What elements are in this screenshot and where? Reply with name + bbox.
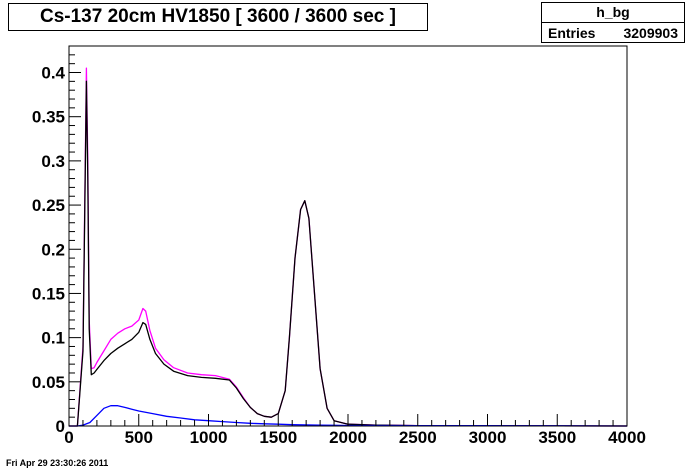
- plot-title-box: Cs-137 20cm HV1850 [ 3600 / 3600 sec ]: [8, 3, 428, 31]
- y-tick-label: 0.15: [32, 284, 65, 303]
- stats-entries-label: Entries: [548, 25, 596, 41]
- x-tick-label: 0: [64, 428, 73, 447]
- x-tick-label: 500: [125, 428, 153, 447]
- stats-box: h_bg Entries 3209903: [541, 2, 685, 43]
- x-tick-label: 2500: [399, 428, 437, 447]
- y-tick-label: 0: [56, 417, 65, 436]
- x-tick-label: 1000: [190, 428, 228, 447]
- y-tick-label: 0.35: [32, 108, 65, 127]
- series-layer: [69, 67, 628, 427]
- x-tick-label: 3000: [469, 428, 507, 447]
- plot-frame: [68, 45, 628, 427]
- x-tick-label: 4000: [608, 428, 646, 447]
- series-line-1: [69, 80, 628, 427]
- axis-layer: 0 500 1000 1500 2000 2500 3000 3500 4000 0 0.05 0.1…: [32, 54, 646, 447]
- plot-title: Cs-137 20cm HV1850 [ 3600 / 3600 sec ]: [40, 6, 396, 27]
- stats-entries-row: Entries 3209903: [542, 23, 684, 43]
- x-tick-label: 2000: [329, 428, 367, 447]
- datestamp: Fri Apr 29 23:30:26 2011: [6, 458, 109, 468]
- y-tick-label: 0.4: [41, 64, 65, 83]
- y-tick-label: 0.2: [41, 240, 65, 259]
- x-tick-label: 1500: [259, 428, 297, 447]
- y-tick-label: 0.3: [41, 152, 65, 171]
- stats-histogram-name: h_bg: [542, 3, 684, 23]
- y-tick-label: 0.25: [32, 196, 65, 215]
- series-line-2: [69, 405, 628, 427]
- stats-entries-value: 3209903: [623, 25, 678, 41]
- x-tick-label: 3500: [538, 428, 576, 447]
- y-tick-label: 0.1: [41, 329, 65, 348]
- y-tick-label: 0.05: [32, 373, 65, 392]
- series-line-0: [69, 67, 628, 427]
